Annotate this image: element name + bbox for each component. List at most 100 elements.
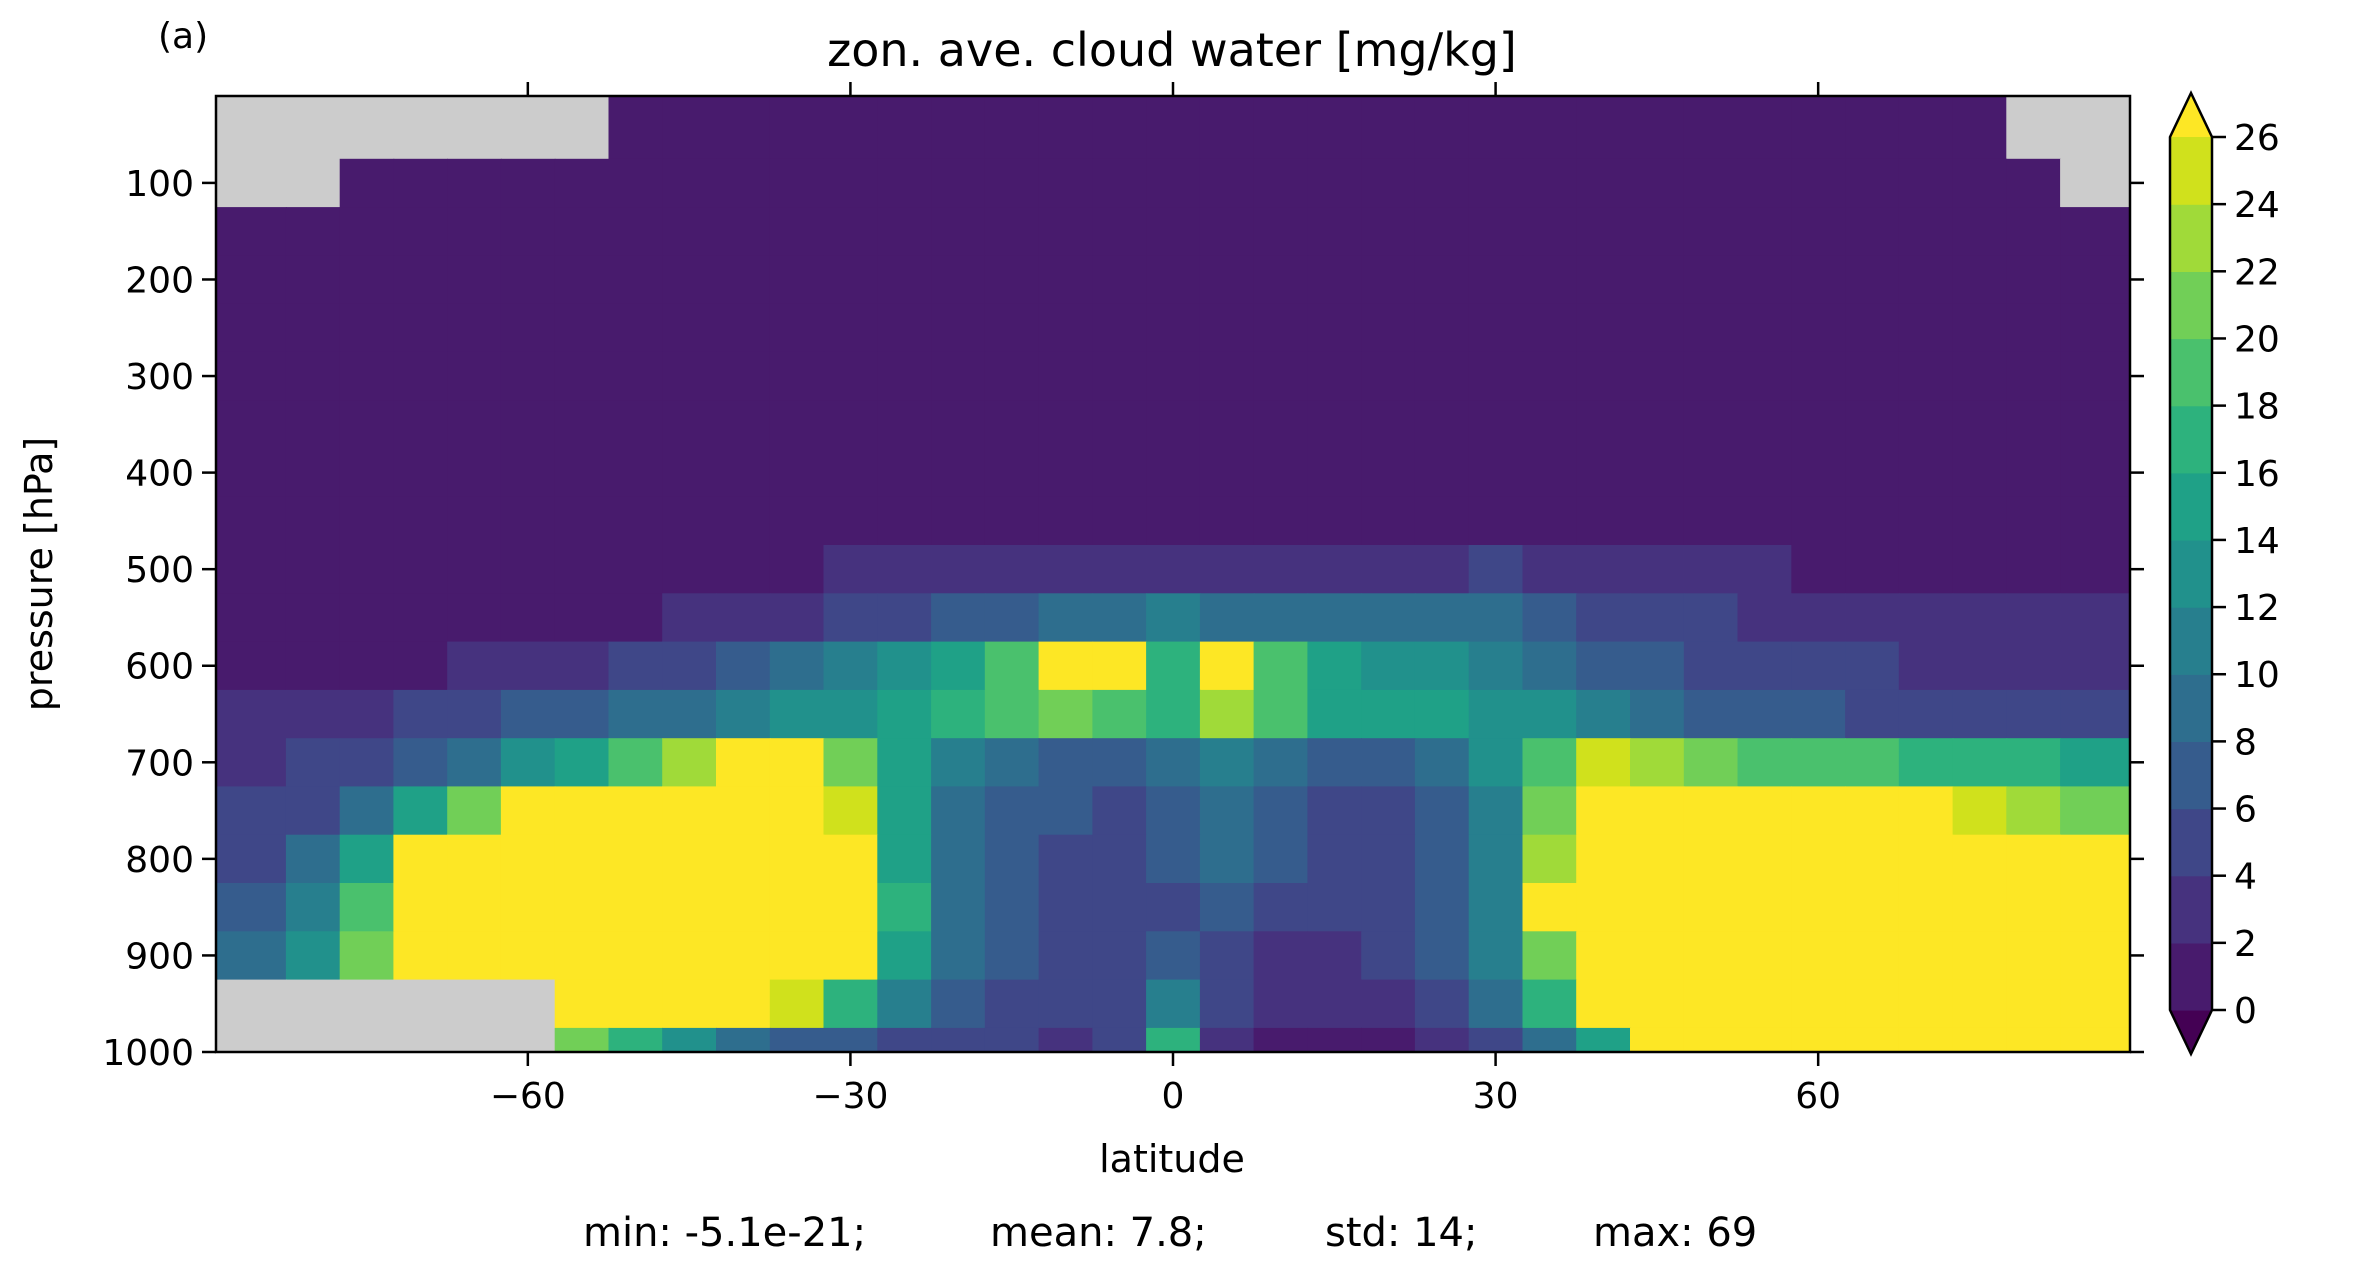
field-cell [1791, 593, 1846, 643]
field-cell [1146, 496, 1201, 546]
field-cell [1307, 979, 1362, 1029]
field-cell [877, 931, 932, 981]
y-tick-label: 200 [125, 260, 194, 301]
field-cell [1253, 496, 1309, 546]
field-cell [1576, 303, 1631, 353]
field-cell [662, 593, 717, 643]
field-cell [716, 979, 771, 1029]
field-cell [1630, 883, 1685, 933]
field-cell [1038, 255, 1094, 305]
field-cell [716, 96, 771, 160]
field-cell [2006, 834, 2061, 884]
field-cell [1414, 207, 1470, 257]
field-cell [1952, 207, 2008, 257]
field-cell [339, 834, 395, 884]
field-cell [608, 979, 664, 1029]
field-cell [2060, 545, 2131, 595]
y-tick-label: 900 [125, 936, 194, 977]
field-cell [285, 593, 341, 643]
field-cell [877, 545, 932, 595]
field-cell [1737, 931, 1793, 981]
field-cell [500, 593, 556, 643]
field-cell [1361, 883, 1416, 933]
field-cell [1952, 931, 2008, 981]
field-cell [1307, 931, 1362, 981]
y-tick-label: 300 [125, 357, 194, 398]
field-cell [2060, 834, 2131, 884]
field-cell [1092, 545, 1147, 595]
field-cell [1522, 593, 1578, 643]
field-cell [662, 738, 717, 788]
field-cell [984, 96, 1040, 160]
field-cell [1038, 158, 1094, 208]
field-cell [1307, 738, 1362, 788]
field-cell [931, 979, 986, 1029]
field-cell [1522, 545, 1578, 595]
field-cell [1791, 641, 1846, 691]
field-cell [1683, 689, 1739, 739]
field-cell [447, 545, 502, 595]
field-cell [1791, 883, 1846, 933]
field-cell [339, 641, 395, 691]
field-cell [1522, 448, 1578, 498]
field-cell [1898, 207, 1954, 257]
field-cell [554, 255, 610, 305]
field-cell [393, 545, 448, 595]
field-cell [608, 158, 664, 208]
field-cell [216, 689, 287, 739]
field-cell [1630, 400, 1685, 450]
stat-max: max: 69 [1593, 1210, 1758, 1256]
field-cell [1468, 593, 1524, 643]
field-cell [1414, 303, 1470, 353]
field-cell [285, 834, 341, 884]
field-cell [1952, 593, 2008, 643]
field-cell [931, 448, 986, 498]
field-cell [1630, 158, 1685, 208]
field-cell [1522, 96, 1578, 160]
field-cell [716, 255, 771, 305]
field-cell [216, 496, 287, 546]
field-cell [1576, 593, 1631, 643]
field-cell [554, 689, 610, 739]
field-cell [1522, 496, 1578, 546]
field-cell [216, 931, 287, 981]
field-cell [716, 641, 771, 691]
field-cell [339, 883, 395, 933]
field-cell [716, 158, 771, 208]
field-cell [2060, 979, 2131, 1029]
field-cell [216, 448, 287, 498]
field-cell [393, 496, 448, 546]
field-cell [769, 496, 825, 546]
field-cell [554, 931, 610, 981]
colorbar-tick-label: 24 [2234, 185, 2280, 226]
field-cell [1952, 786, 2008, 836]
field-cell [393, 400, 448, 450]
field-cell [1146, 448, 1201, 498]
field-cell [447, 255, 502, 305]
field-cell [1898, 689, 1954, 739]
field-cell [285, 96, 341, 160]
field-cell [1146, 351, 1201, 401]
field-cell [1468, 1027, 1524, 1053]
field-cell [1307, 545, 1362, 595]
field-cell [216, 96, 287, 160]
field-cell [1522, 883, 1578, 933]
field-cell [1898, 303, 1954, 353]
field-cell [1146, 641, 1201, 691]
colorbar-extend-under [2170, 1010, 2212, 1054]
field-cell [1952, 738, 2008, 788]
field-cell [1576, 448, 1631, 498]
field-cell [877, 689, 932, 739]
field-cell [1199, 883, 1255, 933]
field-cell [1146, 979, 1201, 1029]
field-cell [1414, 351, 1470, 401]
field-cell [1845, 641, 1900, 691]
field-cell [1522, 255, 1578, 305]
field-cell [608, 641, 664, 691]
field-cell [216, 158, 287, 208]
field-cell [1468, 738, 1524, 788]
field-cell [1199, 448, 1255, 498]
field-cell [1092, 400, 1147, 450]
field-cell [1737, 786, 1793, 836]
colorbar-segment [2170, 539, 2212, 608]
